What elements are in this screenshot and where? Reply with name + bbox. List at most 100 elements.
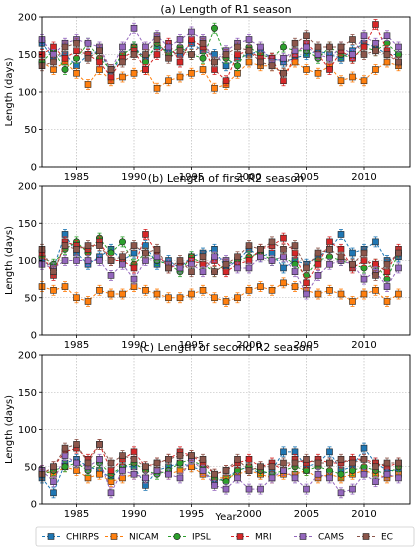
data-point [176,294,184,302]
data-point [280,246,287,253]
x-tick-label: 1985 [64,340,89,351]
data-point [211,58,218,66]
data-point [84,39,92,47]
data-point [326,260,333,268]
data-point [360,51,368,58]
data-point [199,253,207,261]
y-tick-label: 200 [18,351,37,362]
data-point [199,467,207,474]
data-point [268,463,276,471]
data-point [303,32,310,40]
data-point [73,69,80,77]
data-point [291,47,299,55]
legend-label: EC [381,533,393,543]
y-tick-label: 200 [18,13,37,24]
data-point [372,66,379,73]
data-point [234,474,241,482]
x-tick-label: 2005 [294,172,319,183]
data-point [165,43,172,51]
y-tick-label: 50 [24,462,37,473]
data-point [119,58,126,66]
data-point [50,268,57,275]
data-point [314,69,322,77]
data-point [337,253,345,261]
data-point [326,448,333,456]
data-point [73,47,80,55]
data-point [165,294,172,302]
series-line [41,27,399,71]
data-point [326,474,333,482]
data-point [165,77,172,85]
data-point [383,51,391,58]
data-point [96,455,103,463]
data-point [337,455,345,463]
data-point [234,51,241,58]
data-point [349,485,356,493]
data-point [142,474,149,482]
series-ipsl [38,453,402,488]
data-point [142,51,149,58]
chart-title: (c) Length of second R2 season [139,341,312,354]
data-point [211,84,218,92]
data-point [153,51,161,58]
data-point [142,249,149,257]
data-point [314,249,322,257]
data-point [61,257,69,264]
series-line [41,233,399,269]
series-ipsl [38,22,402,75]
data-point [291,283,299,290]
data-point [61,54,69,62]
data-point [84,459,92,467]
x-tick-label: 2000 [236,172,261,183]
data-point [360,470,368,478]
data-point [268,62,276,70]
data-point [119,43,126,51]
data-point [119,73,126,81]
legend-entry-nicam: NICAM [105,533,159,543]
data-point [234,43,241,51]
y-tick-label: 0 [31,500,37,511]
data-point [383,298,391,305]
data-point [360,77,368,85]
data-point [84,298,92,305]
data-point [142,66,149,73]
data-point [245,36,253,43]
data-point [61,242,69,249]
data-point [130,455,138,463]
data-point [360,32,368,40]
data-point [188,268,195,275]
data-point [280,264,287,272]
data-point [395,474,402,482]
data-point [73,246,80,253]
legend-entry-ec: EC [357,533,393,543]
data-point [211,268,218,275]
data-point [165,455,172,463]
data-point [372,286,379,294]
data-point [165,470,172,478]
y-tick-label: 50 [24,293,37,304]
data-point [176,73,184,81]
data-point [130,275,138,283]
data-point [222,485,230,493]
data-point [188,290,195,298]
y-tick-label: 200 [18,182,37,193]
x-tick-label: 1995 [179,172,204,183]
series-mri [38,438,402,480]
series-chirps [38,442,402,499]
panel-1: 1985 1990 1995 2000 2005 2010 0 50 100 150 200 (a) … [4,3,411,183]
data-point [73,39,80,47]
data-point [176,474,184,482]
data-point [314,51,322,58]
y-tick-label: 150 [18,219,37,230]
data-point [257,463,264,471]
data-point [349,260,356,268]
data-point [349,459,356,467]
data-point [383,283,391,290]
data-point [337,290,345,298]
data-point [50,489,57,497]
data-point [61,43,69,51]
series-nicam [38,277,402,307]
data-point [211,253,218,261]
data-point [153,459,161,467]
